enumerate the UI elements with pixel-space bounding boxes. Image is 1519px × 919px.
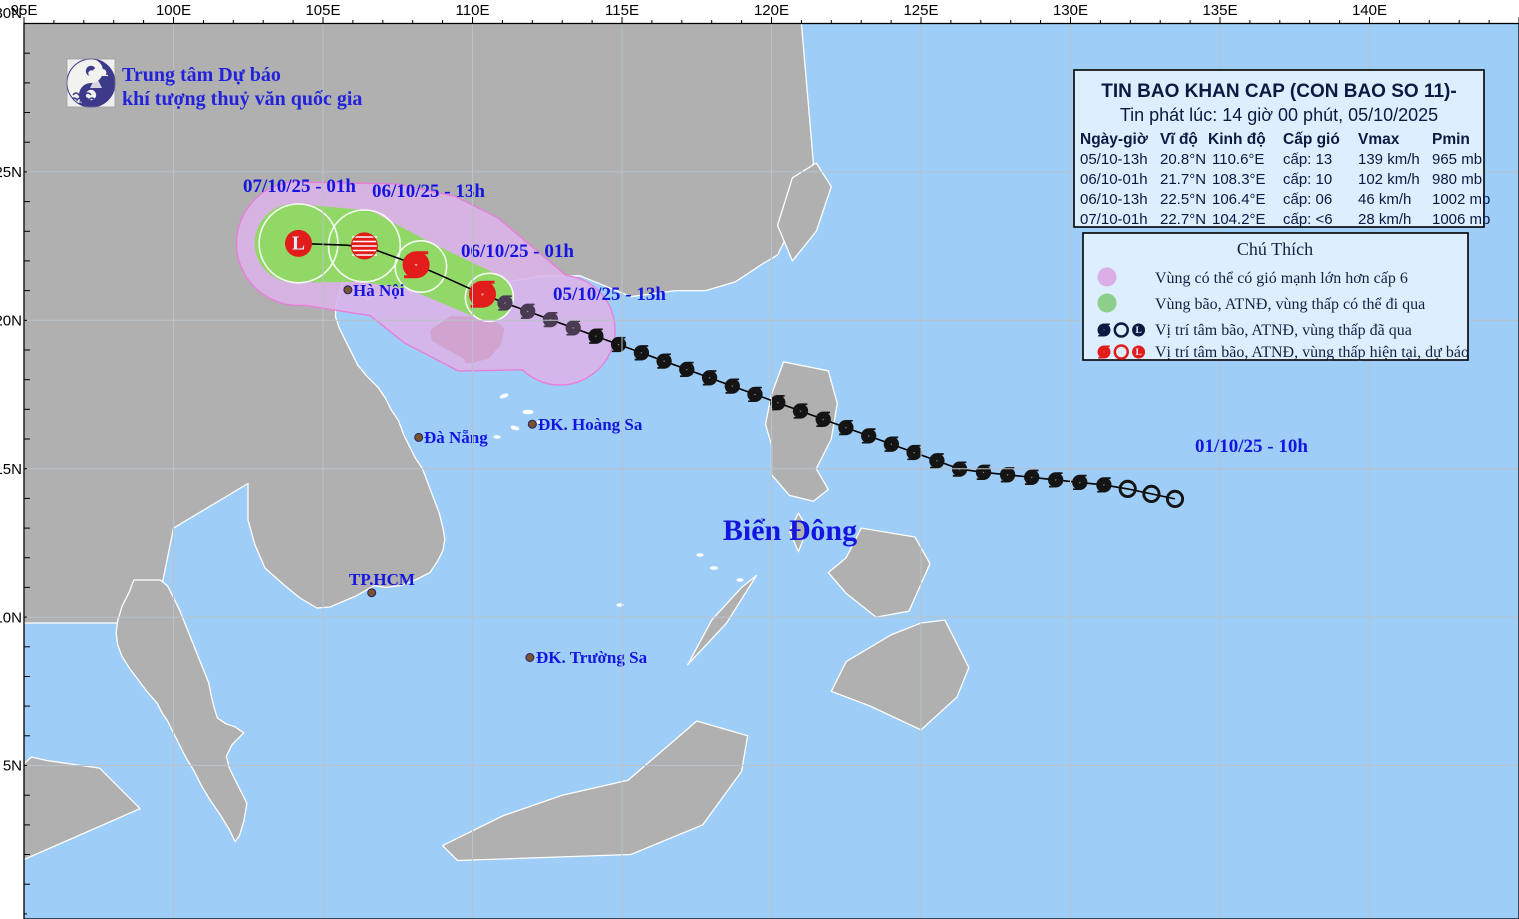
svg-text:28 km/h: 28 km/h — [1358, 211, 1411, 228]
svg-text:22.5°N: 22.5°N — [1160, 191, 1206, 208]
svg-text:Pmin: Pmin — [1432, 131, 1470, 148]
svg-text:05/10/25 - 13h: 05/10/25 - 13h — [553, 284, 666, 305]
svg-text:5N: 5N — [3, 758, 22, 775]
svg-text:Vùng có thể có gió mạnh lớn hơ: Vùng có thể có gió mạnh lớn hơn cấp 6 — [1155, 270, 1408, 287]
svg-text:07/10-01h: 07/10-01h — [1080, 211, 1148, 228]
svg-text:Kinh độ: Kinh độ — [1208, 131, 1266, 148]
svg-text:06/10/25 - 13h: 06/10/25 - 13h — [372, 181, 485, 202]
svg-text:20.8°N: 20.8°N — [1160, 151, 1206, 168]
svg-text:30N: 30N — [0, 5, 22, 22]
svg-text:1006 mb: 1006 mb — [1432, 211, 1490, 228]
svg-text:115E: 115E — [605, 2, 639, 19]
svg-text:Vmax: Vmax — [1358, 131, 1400, 148]
svg-text:20N: 20N — [0, 313, 22, 330]
svg-text:980 mb: 980 mb — [1432, 171, 1482, 188]
svg-text:NCHMF: NCHMF — [79, 99, 102, 106]
svg-text:07/10/25 - 01h: 07/10/25 - 01h — [243, 176, 356, 197]
svg-text:104.2°E: 104.2°E — [1212, 211, 1266, 228]
svg-text:06/10-01h: 06/10-01h — [1080, 171, 1148, 188]
svg-text:108.3°E: 108.3°E — [1212, 171, 1266, 188]
svg-text:965 mb: 965 mb — [1432, 151, 1482, 168]
svg-text:Cấp gió: Cấp gió — [1283, 131, 1340, 148]
svg-text:Ngày-giờ: Ngày-giờ — [1080, 131, 1149, 148]
svg-text:01/10/25 - 10h: 01/10/25 - 10h — [1195, 436, 1308, 457]
svg-text:ĐK. Trường Sa: ĐK. Trường Sa — [536, 648, 648, 667]
svg-text:Vị trí tâm bão, ATNĐ, vùng thấ: Vị trí tâm bão, ATNĐ, vùng thấp hiện tại… — [1155, 344, 1469, 361]
svg-text:Vị trí tâm bão, ATNĐ, vùng thấ: Vị trí tâm bão, ATNĐ, vùng thấp đã qua — [1155, 322, 1412, 339]
svg-text:Chú Thích: Chú Thích — [1237, 239, 1313, 259]
svg-text:15N: 15N — [0, 461, 22, 478]
svg-text:110.6°E: 110.6°E — [1212, 151, 1264, 168]
svg-text:Vùng bão, ATNĐ, vùng thấp có t: Vùng bão, ATNĐ, vùng thấp có thể đi qua — [1155, 296, 1425, 313]
svg-text:102 km/h: 102 km/h — [1358, 171, 1420, 188]
svg-text:10N: 10N — [0, 609, 22, 626]
svg-text:06/10/25 - 01h: 06/10/25 - 01h — [461, 241, 574, 262]
svg-text:Vĩ độ: Vĩ độ — [1160, 131, 1198, 148]
svg-text:cấp: 13: cấp: 13 — [1283, 151, 1332, 168]
svg-text:135E: 135E — [1202, 2, 1237, 19]
svg-text:110E: 110E — [456, 2, 490, 19]
svg-text:25N: 25N — [0, 164, 22, 181]
svg-text:Đà Nẵng: Đà Nẵng — [424, 428, 488, 447]
svg-text:Hà Nội: Hà Nội — [353, 281, 405, 300]
svg-text:100E: 100E — [156, 2, 191, 19]
svg-text:1002 mb: 1002 mb — [1432, 191, 1490, 208]
svg-text:140E: 140E — [1352, 2, 1387, 19]
svg-text:106.4°E: 106.4°E — [1212, 191, 1266, 208]
svg-text:46 km/h: 46 km/h — [1358, 191, 1411, 208]
svg-text:06/10-13h: 06/10-13h — [1080, 191, 1148, 208]
svg-text:130E: 130E — [1053, 2, 1088, 19]
svg-text:139 km/h: 139 km/h — [1358, 151, 1420, 168]
svg-text:ĐK. Hoàng Sa: ĐK. Hoàng Sa — [538, 415, 643, 434]
svg-text:TP.HCM: TP.HCM — [349, 570, 415, 589]
svg-text:120E: 120E — [754, 2, 789, 19]
svg-text:cấp: <6: cấp: <6 — [1283, 211, 1333, 228]
svg-text:05/10-13h: 05/10-13h — [1080, 151, 1148, 168]
svg-text:Biển Đông: Biển Đông — [723, 514, 857, 547]
svg-text:21.7°N: 21.7°N — [1160, 171, 1206, 188]
svg-text:TIN BAO KHAN CAP (CON BAO SO 1: TIN BAO KHAN CAP (CON BAO SO 11)- — [1101, 81, 1456, 102]
svg-text:125E: 125E — [903, 2, 938, 19]
svg-text:khí tượng thuỷ văn quốc gia: khí tượng thuỷ văn quốc gia — [122, 88, 362, 110]
svg-text:cấp: 06: cấp: 06 — [1283, 191, 1332, 208]
svg-text:105E: 105E — [305, 2, 340, 19]
svg-text:cấp: 10: cấp: 10 — [1283, 171, 1332, 188]
svg-text:Trung tâm Dự báo: Trung tâm Dự báo — [122, 64, 281, 86]
svg-text:22.7°N: 22.7°N — [1160, 211, 1206, 228]
svg-text:Tin phát lúc: 14 giờ 00 phút,: Tin phát lúc: 14 giờ 00 phút, 05/10/2025 — [1120, 105, 1438, 125]
